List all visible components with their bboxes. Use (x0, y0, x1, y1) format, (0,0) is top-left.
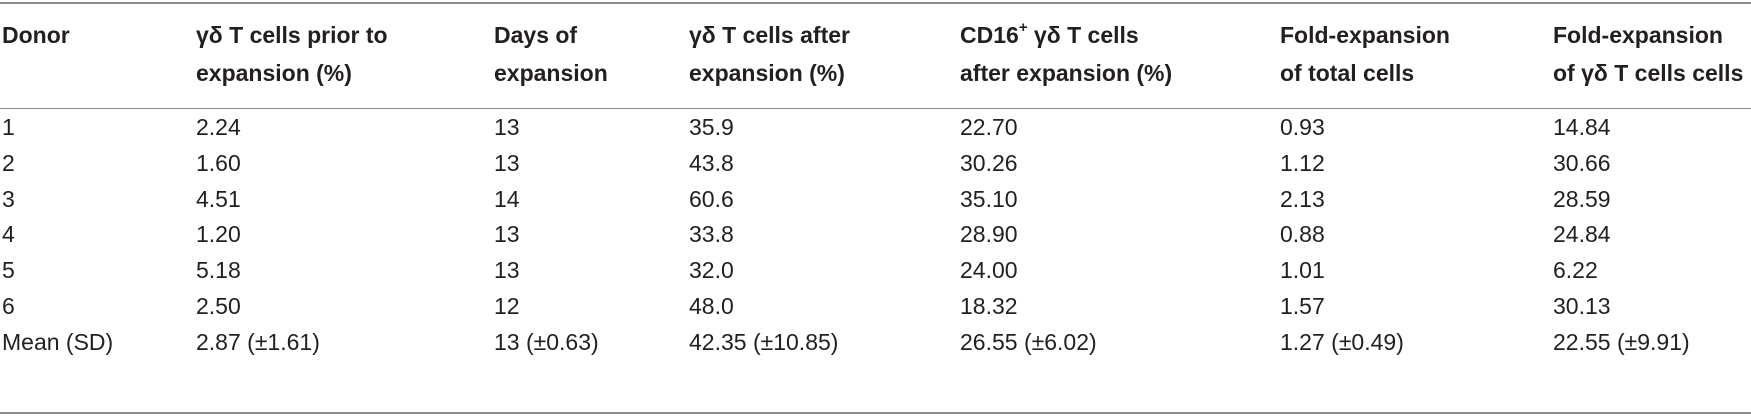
cell-donor: 6 (2, 293, 15, 319)
cell-gd-prior: 1.20 (196, 221, 241, 247)
cell-cd16-gd-after: 24.00 (960, 257, 1018, 283)
cell-fold-total: 0.88 (1280, 221, 1325, 247)
cell-gd-prior: 4.51 (196, 186, 241, 212)
cell-gd-after: 33.8 (689, 221, 734, 247)
cell-donor: 4 (2, 221, 15, 247)
cell-gd-after: 60.6 (689, 186, 734, 212)
cell-days: 13 (494, 257, 520, 283)
cell-fold-gd: 28.59 (1553, 186, 1611, 212)
cell-gd-after: 35.9 (689, 114, 734, 140)
header-line: γδ T cells prior to (196, 22, 388, 48)
table-row: 6 2.50 12 48.0 18.32 1.57 30.13 (0, 286, 1751, 326)
table-top-rule (0, 2, 1751, 4)
cell-donor: Mean (SD) (2, 329, 114, 355)
header-days: Days of expansion (494, 16, 608, 92)
header-line: Fold-expansion (1280, 22, 1450, 48)
cell-days: 13 (±0.63) (494, 329, 599, 355)
cell-cd16-gd-after: 35.10 (960, 186, 1018, 212)
table-row: 1 2.24 13 35.9 22.70 0.93 14.84 (0, 107, 1751, 147)
table-bottom-rule (0, 412, 1751, 414)
header-line: expansion (%) (196, 60, 352, 86)
cell-days: 13 (494, 221, 520, 247)
cell-fold-total: 1.01 (1280, 257, 1325, 283)
cell-donor: 2 (2, 150, 15, 176)
cell-donor: 5 (2, 257, 15, 283)
cell-gd-after: 32.0 (689, 257, 734, 283)
cell-days: 14 (494, 186, 520, 212)
header-fold-gd: Fold-expansion of γδ T cells cells (1553, 16, 1743, 92)
cell-cd16-gd-after: 30.26 (960, 150, 1018, 176)
header-gd-text: γδ T cells (1027, 22, 1139, 48)
cell-donor: 3 (2, 186, 15, 212)
cell-cd16-gd-after: 22.70 (960, 114, 1018, 140)
cell-days: 12 (494, 293, 520, 319)
header-line: after expansion (%) (960, 60, 1173, 86)
header-line: of γδ T cells cells (1553, 60, 1744, 86)
cell-days: 13 (494, 150, 520, 176)
header-line: Donor (2, 22, 70, 48)
header-line: CD16+ γδ T cells (960, 16, 1172, 54)
header-cd16-gd-after: CD16+ γδ T cells after expansion (%) (960, 16, 1172, 92)
header-line: expansion (494, 60, 608, 86)
cell-gd-prior: 2.87 (±1.61) (196, 329, 320, 355)
cell-donor: 1 (2, 114, 15, 140)
cell-gd-prior: 1.60 (196, 150, 241, 176)
cell-cd16-gd-after: 18.32 (960, 293, 1018, 319)
header-cd16-text: CD16 (960, 22, 1019, 48)
cell-gd-prior: 2.24 (196, 114, 241, 140)
cell-fold-gd: 30.66 (1553, 150, 1611, 176)
table-row-mean: Mean (SD) 2.87 (±1.61) 13 (±0.63) 42.35 … (0, 322, 1751, 362)
cell-fold-total: 2.13 (1280, 186, 1325, 212)
table-row: 3 4.51 14 60.6 35.10 2.13 28.59 (0, 179, 1751, 219)
cell-days: 13 (494, 114, 520, 140)
cell-fold-gd: 14.84 (1553, 114, 1611, 140)
header-gd-after: γδ T cells after expansion (%) (689, 16, 850, 92)
cell-fold-gd: 30.13 (1553, 293, 1611, 319)
header-line: Days of (494, 22, 578, 48)
table-row: 5 5.18 13 32.0 24.00 1.01 6.22 (0, 250, 1751, 290)
cell-gd-after: 43.8 (689, 150, 734, 176)
header-fold-total: Fold-expansion of total cells (1280, 16, 1450, 92)
cell-fold-gd: 6.22 (1553, 257, 1598, 283)
header-line: of total cells (1280, 60, 1415, 86)
cell-fold-total: 1.12 (1280, 150, 1325, 176)
header-cd16-superscript: + (1018, 19, 1028, 37)
cell-fold-gd: 22.55 (±9.91) (1553, 329, 1690, 355)
header-rule (0, 108, 1751, 109)
cell-gd-after: 42.35 (±10.85) (689, 329, 839, 355)
cell-fold-gd: 24.84 (1553, 221, 1611, 247)
cell-fold-total: 1.57 (1280, 293, 1325, 319)
cell-gd-after: 48.0 (689, 293, 734, 319)
cell-fold-total: 1.27 (±0.49) (1280, 329, 1404, 355)
cell-gd-prior: 2.50 (196, 293, 241, 319)
table-row: 2 1.60 13 43.8 30.26 1.12 30.66 (0, 143, 1751, 183)
cell-cd16-gd-after: 28.90 (960, 221, 1018, 247)
table-row: 4 1.20 13 33.8 28.90 0.88 24.84 (0, 214, 1751, 254)
header-donor: Donor (2, 16, 70, 54)
cell-fold-total: 0.93 (1280, 114, 1325, 140)
cell-gd-prior: 5.18 (196, 257, 241, 283)
header-line: expansion (%) (689, 60, 845, 86)
header-gd-prior: γδ T cells prior to expansion (%) (196, 16, 388, 92)
header-line: γδ T cells after (689, 22, 850, 48)
cell-cd16-gd-after: 26.55 (±6.02) (960, 329, 1097, 355)
header-line: Fold-expansion (1553, 22, 1723, 48)
